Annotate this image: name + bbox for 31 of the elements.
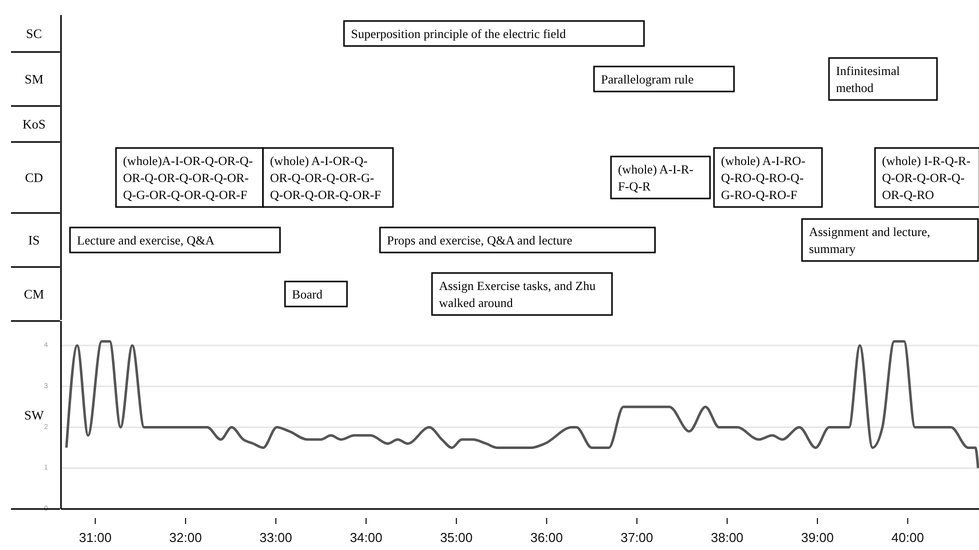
text: Parallelogram rule: [601, 72, 694, 86]
text: CM: [24, 286, 45, 302]
text: Assignment and lecture, summary: [809, 225, 930, 256]
text: (whole)A-I-OR-Q-OR-Q-OR-Q-OR-Q-OR-Q-OR-Q-G-OR-Q-OR-Q-OR-F: [123, 154, 253, 202]
line-series: [65, 340, 979, 470]
text: Infinitesimal method: [836, 64, 900, 95]
x-tick-label: 37:00: [620, 530, 654, 545]
x-tick-label: 39:00: [801, 530, 834, 545]
text: Lecture and exercise, Q&A: [77, 234, 214, 248]
x-tick-label: 31:00: [79, 530, 112, 545]
text: SM: [24, 72, 44, 86]
x-tick-label: 34:00: [350, 530, 382, 545]
text: IS: [28, 232, 40, 248]
text: KoS: [22, 116, 46, 132]
y-axis-title: SW: [24, 408, 44, 422]
text: Superposition principle of the electric field: [351, 27, 567, 41]
x-tick-label: 40:00: [891, 530, 924, 545]
text: Board: [292, 288, 324, 302]
x-tick-label: 32:00: [169, 530, 202, 545]
text: (whole) A-I-OR-Q-OR-Q-OR-Q-OR-G-Q-OR-Q-OR-Q-OR-F: [270, 154, 382, 202]
text: (whole) I-R-Q-R-Q-OR-Q-OR-Q-OR-Q-RO: [882, 154, 971, 202]
text: Assign Exercise tasks, and Zhu walked around: [439, 279, 596, 310]
x-tick-label: 36:00: [530, 530, 563, 545]
text: (whole) A-I-R-F-Q-R: [618, 162, 694, 194]
x-tick-label: 33:00: [260, 530, 292, 545]
text: SC: [26, 26, 42, 41]
x-tick-label: 38:00: [710, 530, 744, 545]
text: (whole) A-I-RO-Q-RO-Q-RO-Q-G-RO-Q-RO-F: [721, 154, 806, 202]
text: CD: [24, 170, 44, 185]
text: Props and exercise, Q&A and lecture: [387, 234, 573, 248]
x-tick-label: 35:00: [440, 530, 473, 545]
